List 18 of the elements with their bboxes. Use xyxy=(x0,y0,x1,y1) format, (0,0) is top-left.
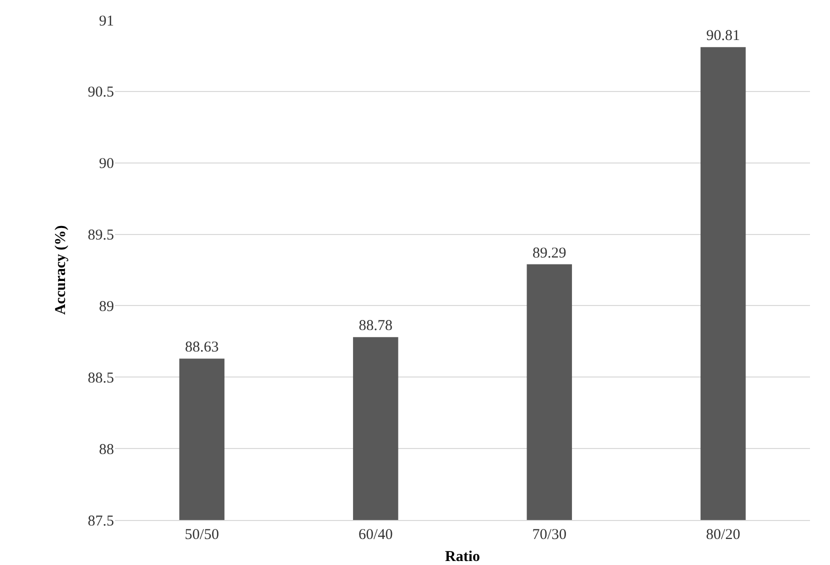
data-label: 90.81 xyxy=(706,28,740,44)
y-axis-title: Accuracy (%) xyxy=(53,225,69,315)
y-tick-label: 89 xyxy=(99,298,114,315)
x-axis-title: Ratio xyxy=(445,549,480,565)
x-tick-label: 50/50 xyxy=(184,527,219,543)
x-tick-label: 80/20 xyxy=(706,527,740,543)
y-tick-label: 90 xyxy=(99,156,114,172)
y-tick-label: 87.5 xyxy=(88,513,114,530)
data-label: 89.29 xyxy=(532,245,566,262)
x-tick-label: 60/40 xyxy=(358,527,393,543)
y-tick-label: 88 xyxy=(99,442,114,458)
x-tick-label: 70/30 xyxy=(532,527,566,543)
data-label: 88.78 xyxy=(358,318,392,334)
y-tick-label: 91 xyxy=(99,13,114,30)
y-tick-label: 88.5 xyxy=(88,370,114,386)
y-tick-label: 90.5 xyxy=(88,84,114,101)
data-label: 88.63 xyxy=(185,340,219,356)
y-tick-label: 89.5 xyxy=(88,228,114,244)
